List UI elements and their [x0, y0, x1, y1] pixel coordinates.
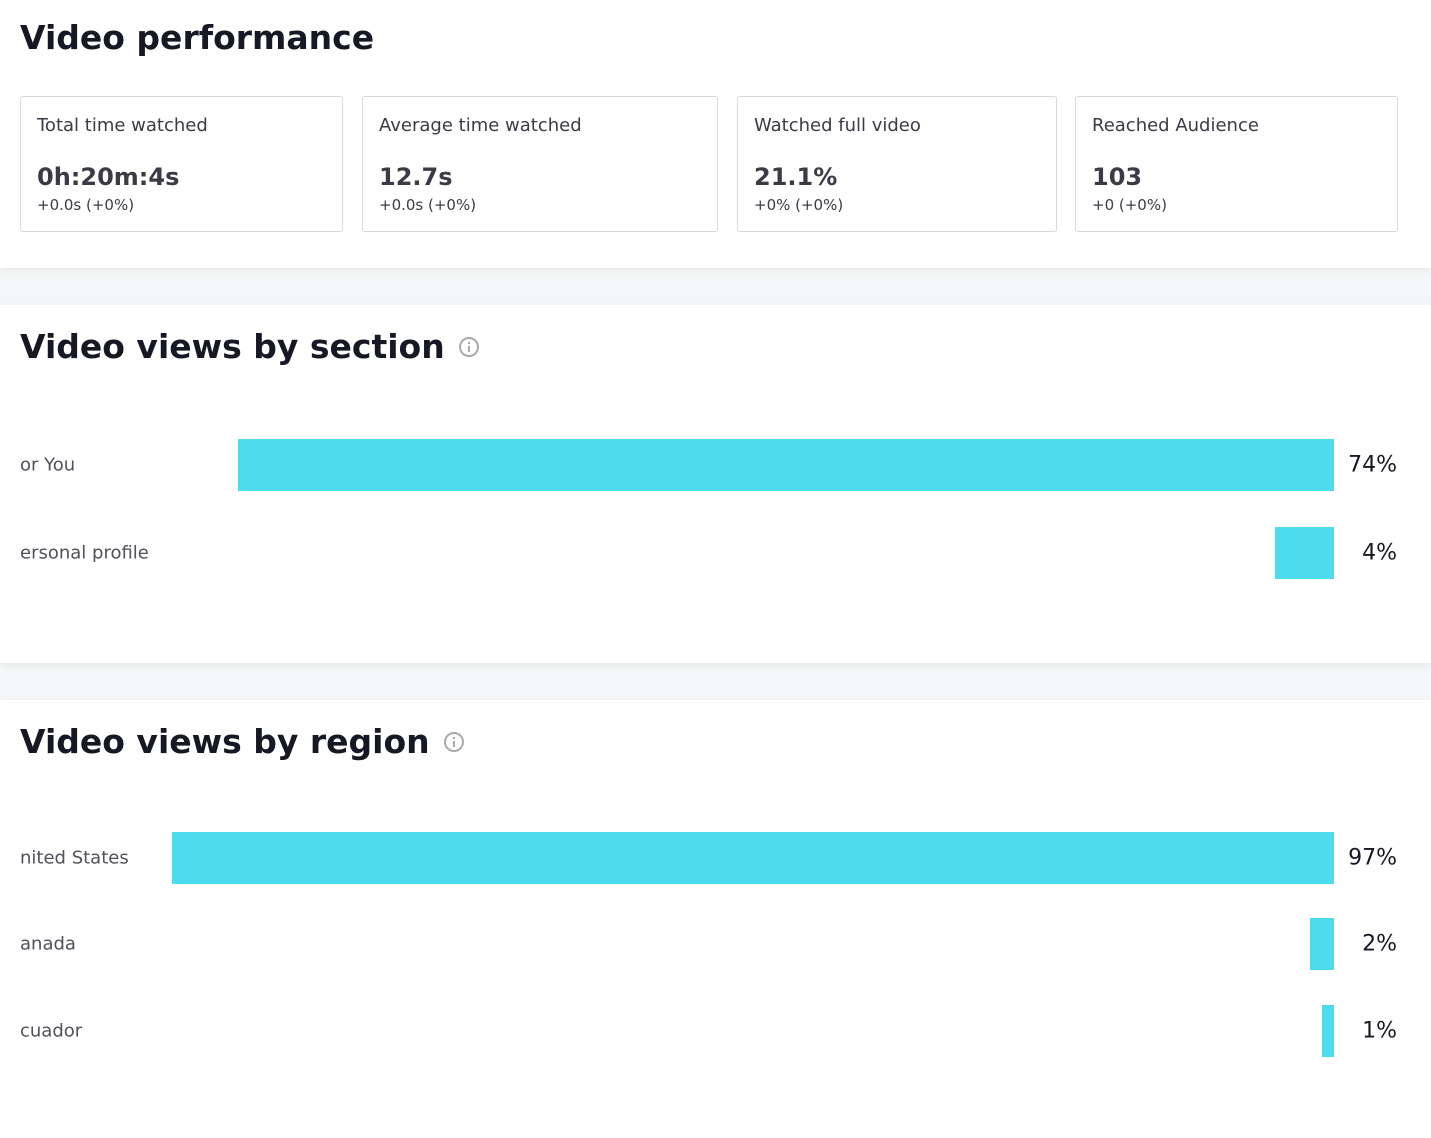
metric-value: 103 [1092, 163, 1143, 191]
bar [172, 832, 1334, 884]
metric-change: +0 (+0%) [1092, 196, 1167, 214]
metric-card: Reached Audience 103 +0 (+0%) [1075, 96, 1398, 232]
chart-panel: Video views by region nited States 97% anad… [0, 700, 1431, 1138]
value-label: 2% [1362, 931, 1397, 957]
bar [1322, 1005, 1334, 1057]
value-label: 1% [1362, 1018, 1397, 1044]
chart-title-text: Video views by section [20, 327, 445, 366]
metric-label: Watched full video [754, 115, 921, 136]
value-label: 74% [1348, 452, 1397, 478]
metric-label: Total time watched [37, 115, 208, 136]
info-icon[interactable] [458, 336, 479, 357]
section-title: Video performance [20, 18, 375, 57]
metric-change: +0.0s (+0%) [379, 196, 477, 214]
metric-value: 12.7s [379, 163, 453, 191]
value-label: 97% [1348, 845, 1397, 871]
metric-value: 0h:20m:4s [37, 163, 180, 191]
performance-panel: Video performance Total time watched 0h:2… [0, 0, 1431, 268]
category-label: cuador [20, 1020, 83, 1042]
metric-change: +0% (+0%) [754, 196, 844, 214]
bar [1310, 918, 1334, 970]
category-label: anada [20, 933, 76, 955]
info-icon[interactable] [443, 731, 464, 752]
metric-card: Total time watched 0h:20m:4s +0.0s (+0%) [20, 96, 343, 232]
metric-card: Average time watched 12.7s +0.0s (+0%) [362, 96, 718, 232]
category-label: or You [20, 454, 76, 476]
metric-change: +0.0s (+0%) [37, 196, 135, 214]
bar [1274, 527, 1334, 579]
metric-label: Average time watched [379, 115, 582, 136]
value-label: 4% [1362, 540, 1397, 566]
bar [238, 439, 1334, 491]
metric-value: 21.1% [754, 163, 838, 191]
chart-title: Video views by section [20, 327, 479, 366]
metric-card: Watched full video 21.1% +0% (+0%) [737, 96, 1057, 232]
chart-panel: Video views by section or You 74% ersonal p… [0, 305, 1431, 663]
category-label: ersonal profile [20, 542, 149, 564]
category-label: nited States [20, 847, 129, 869]
metric-label: Reached Audience [1092, 115, 1259, 136]
chart-title: Video views by region [20, 722, 464, 761]
chart-title-text: Video views by region [20, 722, 430, 761]
